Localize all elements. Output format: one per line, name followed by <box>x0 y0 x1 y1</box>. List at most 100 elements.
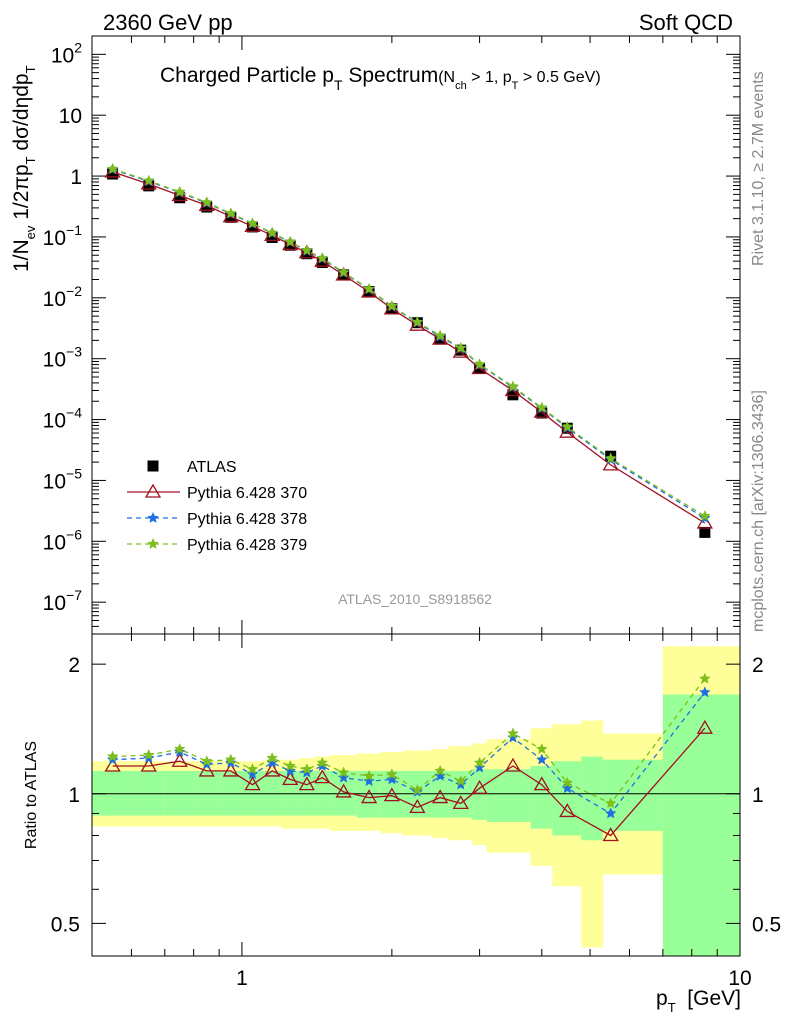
data-point-star <box>246 768 259 780</box>
data-point-star <box>454 778 467 790</box>
data-point-square <box>699 526 711 538</box>
legend-label: Pythia 6.428 378 <box>187 511 307 528</box>
data-point-star <box>561 776 574 788</box>
data-point-star <box>454 341 467 353</box>
mcplots-label: mcplots.cern.ch [arXiv:1306.3436] <box>750 390 767 632</box>
x-tick-label: 10 <box>728 967 751 990</box>
data-point-triangle <box>140 175 157 190</box>
data-point-triangle <box>602 827 619 842</box>
data-point-triangle <box>298 776 315 791</box>
ratio-panel: 1 10 0.5 0.5 1 1 2 2 Ratio to ATLAS pT [GeV] <box>23 633 781 1015</box>
data-point-star <box>507 727 519 739</box>
data-point-star <box>142 174 155 186</box>
data-point-square <box>143 180 155 192</box>
chart-title-main-suffix: Spectrum <box>343 64 439 87</box>
ylabel-c: dσ/dηdp <box>10 73 33 156</box>
data-point-star <box>535 753 548 765</box>
data-point-star <box>699 509 711 522</box>
data-point-star <box>246 763 259 775</box>
data-point-star <box>142 748 155 761</box>
chart-title-cut-sub1: ch <box>455 80 467 92</box>
stat-uncertainty-band <box>581 756 604 841</box>
legend: ATLAS Pythia 6.428 370 Pythia 6.428 378 Pyt… <box>127 459 307 554</box>
data-point-triangle <box>171 752 188 767</box>
ratio-x-ticks: 1 10 <box>91 634 752 990</box>
data-point-star <box>561 782 574 794</box>
data-point-star <box>507 380 519 392</box>
chart-title-cut-sub2: T <box>512 80 519 92</box>
xlabel-a: p <box>656 987 668 1010</box>
data-point-triangle <box>360 789 378 804</box>
data-point-triangle <box>452 795 469 810</box>
stat-uncertainty-band <box>662 694 741 956</box>
data-point-star <box>173 742 186 755</box>
data-point-triangle <box>335 266 352 281</box>
data-point-star <box>363 769 375 781</box>
data-point-star <box>284 235 297 247</box>
data-point-triangle <box>282 236 299 251</box>
main-panel: 102 10 1 10−1 10−2 10−3 10−4 10−5 10−6 10−7 Charg… <box>10 35 741 635</box>
data-point-square <box>266 231 278 243</box>
data-point-square <box>284 239 296 251</box>
data-point-triangle <box>471 779 488 794</box>
data-point-square <box>201 201 213 213</box>
legend-label: Pythia 6.428 370 <box>187 485 307 502</box>
data-point-triangle <box>282 771 299 786</box>
data-point-star <box>454 774 467 787</box>
y-tick-label: 1 <box>752 784 764 807</box>
data-point-star <box>604 797 617 809</box>
data-point-star <box>266 751 279 764</box>
data-point-triangle <box>432 789 449 804</box>
stat-uncertainty-band <box>530 766 553 829</box>
chart-title-main: Charged Particle p <box>160 64 334 87</box>
y-tick-label: 2 <box>68 654 80 677</box>
data-point-triangle <box>244 776 261 791</box>
ratio-y-ticks: 0.5 0.5 1 1 2 2 <box>51 654 781 936</box>
y-tick-label: 0.5 <box>51 913 80 936</box>
chart-title-cut: (N <box>438 69 455 86</box>
data-point-triangle <box>314 252 331 267</box>
data-point-star <box>363 282 375 294</box>
stat-uncertainty-band <box>552 761 582 836</box>
data-point-triangle <box>298 244 315 259</box>
data-point-star <box>266 226 279 238</box>
data-point-star <box>535 742 548 755</box>
data-point-triangle <box>198 762 215 777</box>
data-point-star <box>301 763 313 775</box>
data-point-star <box>434 329 446 341</box>
data-point-square <box>536 407 548 419</box>
data-point-star <box>604 807 617 819</box>
y-tick-label: 0.5 <box>752 913 781 936</box>
data-point-triangle <box>696 719 713 734</box>
data-point-triangle <box>383 787 400 802</box>
xlabel-a-sub: T <box>668 1000 676 1015</box>
data-point-triangle <box>409 799 426 813</box>
data-point-triangle <box>335 783 352 798</box>
data-point-square <box>316 257 328 269</box>
data-point-triangle <box>104 757 121 772</box>
data-point-star <box>106 162 119 174</box>
data-point-triangle <box>504 757 522 772</box>
stat-uncertainty-band <box>431 770 450 818</box>
stat-uncertainty-band <box>193 770 220 816</box>
data-point-star <box>561 420 574 432</box>
y-tick-label: 10−4 <box>43 405 83 433</box>
data-point-star <box>337 771 350 783</box>
data-point-star <box>224 753 237 765</box>
stat-uncertainty-band <box>602 759 664 831</box>
ylabel-a-sub: ev <box>23 225 38 239</box>
data-point-triangle <box>140 757 157 772</box>
main-y-axis-label: 1/Nev 1/2πpT dσ/dηdpT <box>10 65 38 272</box>
header-left: 2360 GeV pp <box>103 10 233 35</box>
y-tick-label: 2 <box>752 654 764 677</box>
y-tick-label: 10 <box>59 105 82 128</box>
data-point-star <box>386 768 398 780</box>
data-point-square <box>174 192 186 204</box>
ratio-x-axis-label: pT [GeV] <box>656 987 741 1015</box>
xlabel-b: [GeV] <box>676 987 741 1010</box>
data-point-triangle <box>696 514 713 529</box>
stat-uncertainty-band <box>281 770 300 816</box>
data-point-star <box>316 251 329 264</box>
data-point-star <box>284 759 297 771</box>
stat-uncertainty-band <box>131 770 166 816</box>
